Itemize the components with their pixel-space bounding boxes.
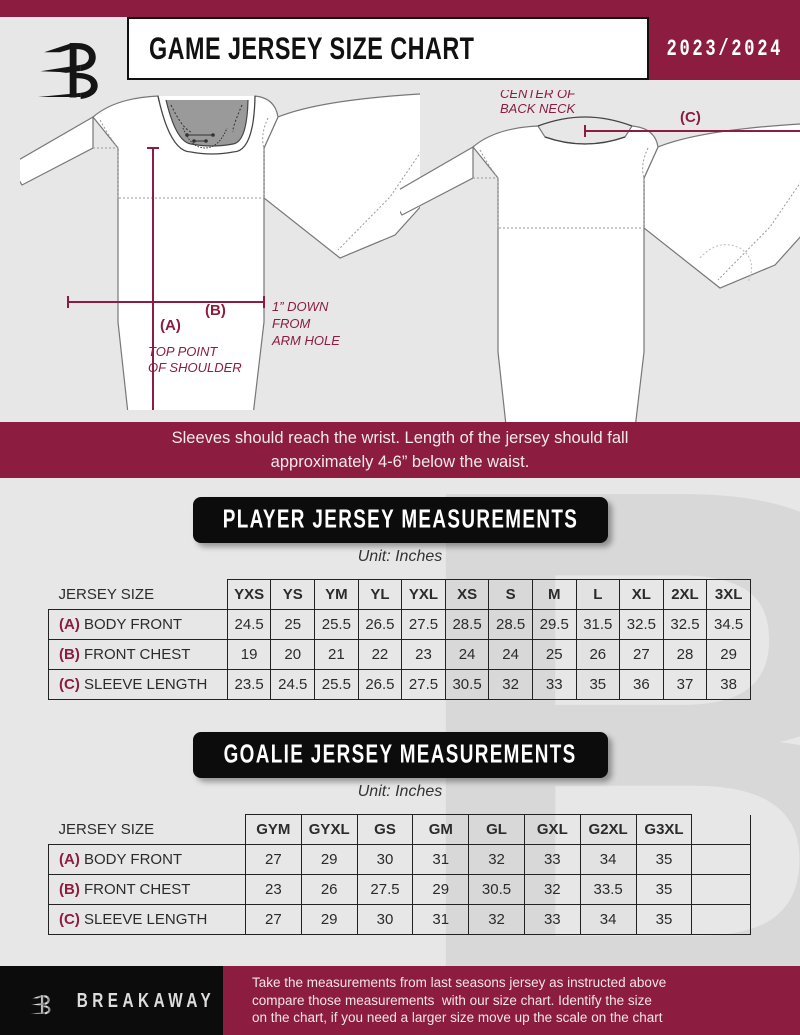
svg-text:1” DOWN: 1” DOWN (272, 299, 329, 314)
svg-text:OF SHOULDER: OF SHOULDER (148, 360, 242, 375)
svg-text:BACK NECK: BACK NECK (500, 101, 576, 116)
svg-text:CENTER OF: CENTER OF (500, 90, 576, 101)
svg-text:ARM HOLE: ARM HOLE (271, 333, 340, 348)
svg-text:(A): (A) (160, 317, 181, 334)
svg-text:FROM: FROM (272, 316, 310, 331)
svg-text:TOP POINT: TOP POINT (148, 344, 218, 359)
svg-text:(C): (C) (680, 109, 701, 126)
svg-text:(B): (B) (205, 302, 226, 319)
